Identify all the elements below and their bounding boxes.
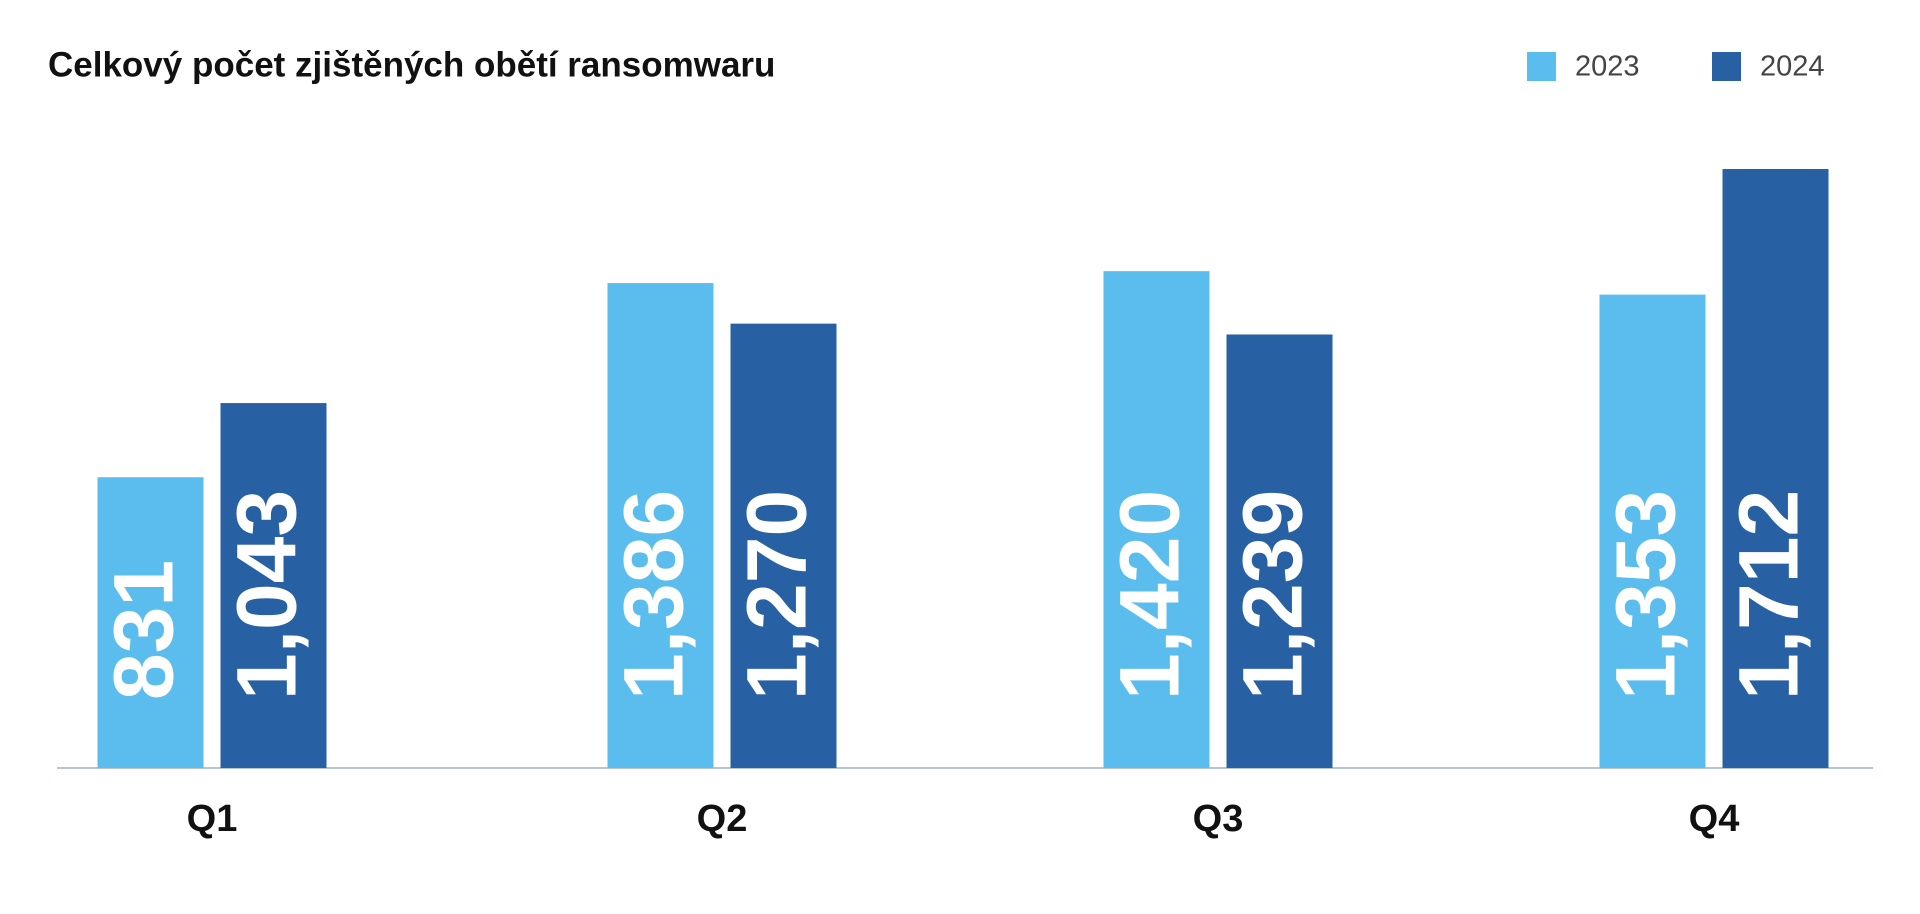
- value-label: 1,353: [1599, 490, 1693, 700]
- legend-swatch: [1527, 52, 1556, 81]
- x-tick-label: Q3: [1193, 798, 1244, 840]
- bar: [220, 403, 327, 768]
- bar: [1722, 169, 1829, 768]
- value-label: 1,386: [607, 490, 701, 700]
- value-label: 1,239: [1226, 490, 1320, 700]
- bar: [730, 323, 837, 768]
- x-tick-label: Q1: [187, 798, 238, 840]
- legend-label: 2024: [1760, 51, 1825, 83]
- value-label: 831: [97, 560, 191, 700]
- value-label: 1,270: [730, 490, 824, 700]
- bar: [607, 283, 714, 768]
- bar: [1599, 294, 1706, 768]
- value-label: 1,420: [1103, 490, 1197, 700]
- legend-swatch: [1712, 52, 1741, 81]
- bar: [1103, 271, 1210, 768]
- legend-label: 2023: [1575, 51, 1640, 83]
- chart-title: Celkový počet zjištěných obětí ransomwar…: [48, 45, 775, 84]
- bar: [1226, 334, 1333, 768]
- value-label: 1,712: [1722, 490, 1816, 700]
- x-tick-label: Q2: [697, 798, 748, 840]
- bar: [97, 477, 204, 768]
- x-tick-label: Q4: [1689, 798, 1740, 840]
- value-label: 1,043: [220, 490, 314, 700]
